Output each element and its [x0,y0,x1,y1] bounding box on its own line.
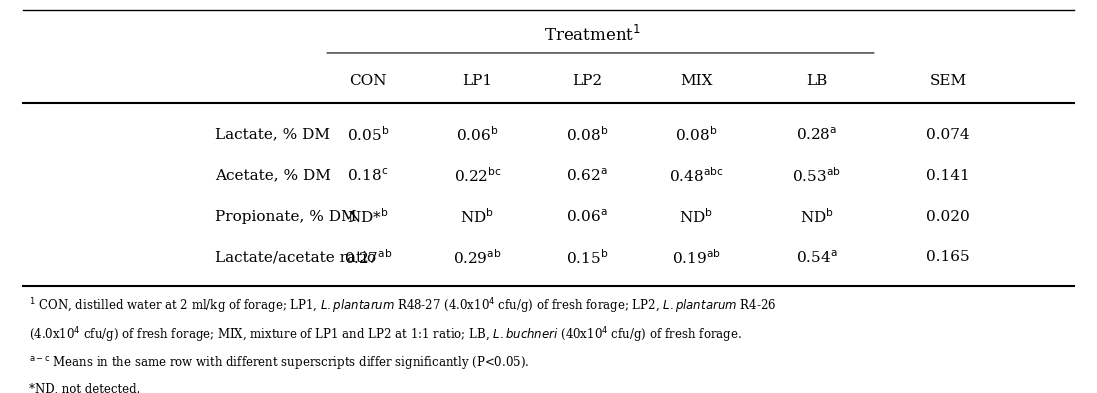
Text: ND*$^{\rm b}$: ND*$^{\rm b}$ [347,207,388,226]
Text: Lactate/acetate ratio: Lactate/acetate ratio [215,250,376,264]
Text: ND$^{\rm b}$: ND$^{\rm b}$ [461,207,495,226]
Text: 0.53$^{\rm ab}$: 0.53$^{\rm ab}$ [792,166,841,185]
Text: $^1$ CON, distilled water at 2 ml/kg of forage; LP1, $\it{L. plantarum}$ R48-27 : $^1$ CON, distilled water at 2 ml/kg of … [29,297,776,316]
Text: 0.08$^{\rm b}$: 0.08$^{\rm b}$ [675,125,717,144]
Text: 0.48$^{\rm abc}$: 0.48$^{\rm abc}$ [669,166,724,185]
Text: 0.141: 0.141 [926,169,970,183]
Text: 0.08$^{\rm b}$: 0.08$^{\rm b}$ [566,125,608,144]
Text: Acetate, % DM: Acetate, % DM [215,169,330,183]
Text: *ND, not detected.: *ND, not detected. [29,382,140,393]
Text: $^{\rm a-c}$ Means in the same row with different superscripts differ significan: $^{\rm a-c}$ Means in the same row with … [29,354,529,371]
Text: 0.19$^{\rm ab}$: 0.19$^{\rm ab}$ [671,248,721,267]
Text: Propionate, % DM: Propionate, % DM [215,209,357,224]
Text: 0.22$^{\rm bc}$: 0.22$^{\rm bc}$ [453,166,501,185]
Text: 0.18$^{\rm c}$: 0.18$^{\rm c}$ [348,167,388,184]
Text: 0.15$^{\rm b}$: 0.15$^{\rm b}$ [566,248,608,267]
Text: 0.29$^{\rm ab}$: 0.29$^{\rm ab}$ [453,248,501,267]
Text: 0.62$^{\rm a}$: 0.62$^{\rm a}$ [566,167,608,184]
Text: Lactate, % DM: Lactate, % DM [215,128,330,142]
Text: 0.54$^{\rm a}$: 0.54$^{\rm a}$ [795,249,837,266]
Text: (4.0x10$^4$ cfu/g) of fresh forage; MIX, mixture of LP1 and LP2 at 1:1 ratio; LB: (4.0x10$^4$ cfu/g) of fresh forage; MIX,… [29,325,742,345]
Text: MIX: MIX [680,74,712,88]
Text: 0.06$^{\rm a}$: 0.06$^{\rm a}$ [566,208,608,225]
Text: CON: CON [349,74,387,88]
Text: 0.05$^{\rm b}$: 0.05$^{\rm b}$ [347,125,389,144]
Text: 0.27$^{\rm ab}$: 0.27$^{\rm ab}$ [343,248,393,267]
Text: Treatment$^1$: Treatment$^1$ [544,25,641,45]
Text: 0.020: 0.020 [926,209,970,224]
Text: ND$^{\rm b}$: ND$^{\rm b}$ [800,207,834,226]
Text: LB: LB [806,74,827,88]
Text: LP2: LP2 [572,74,602,88]
Text: 0.165: 0.165 [926,250,970,264]
Text: ND$^{\rm b}$: ND$^{\rm b}$ [679,207,713,226]
Text: SEM: SEM [929,74,966,88]
Text: 0.28$^{\rm a}$: 0.28$^{\rm a}$ [796,127,837,143]
Text: 0.06$^{\rm b}$: 0.06$^{\rm b}$ [456,125,498,144]
Text: 0.074: 0.074 [926,128,970,142]
Text: LP1: LP1 [462,74,493,88]
